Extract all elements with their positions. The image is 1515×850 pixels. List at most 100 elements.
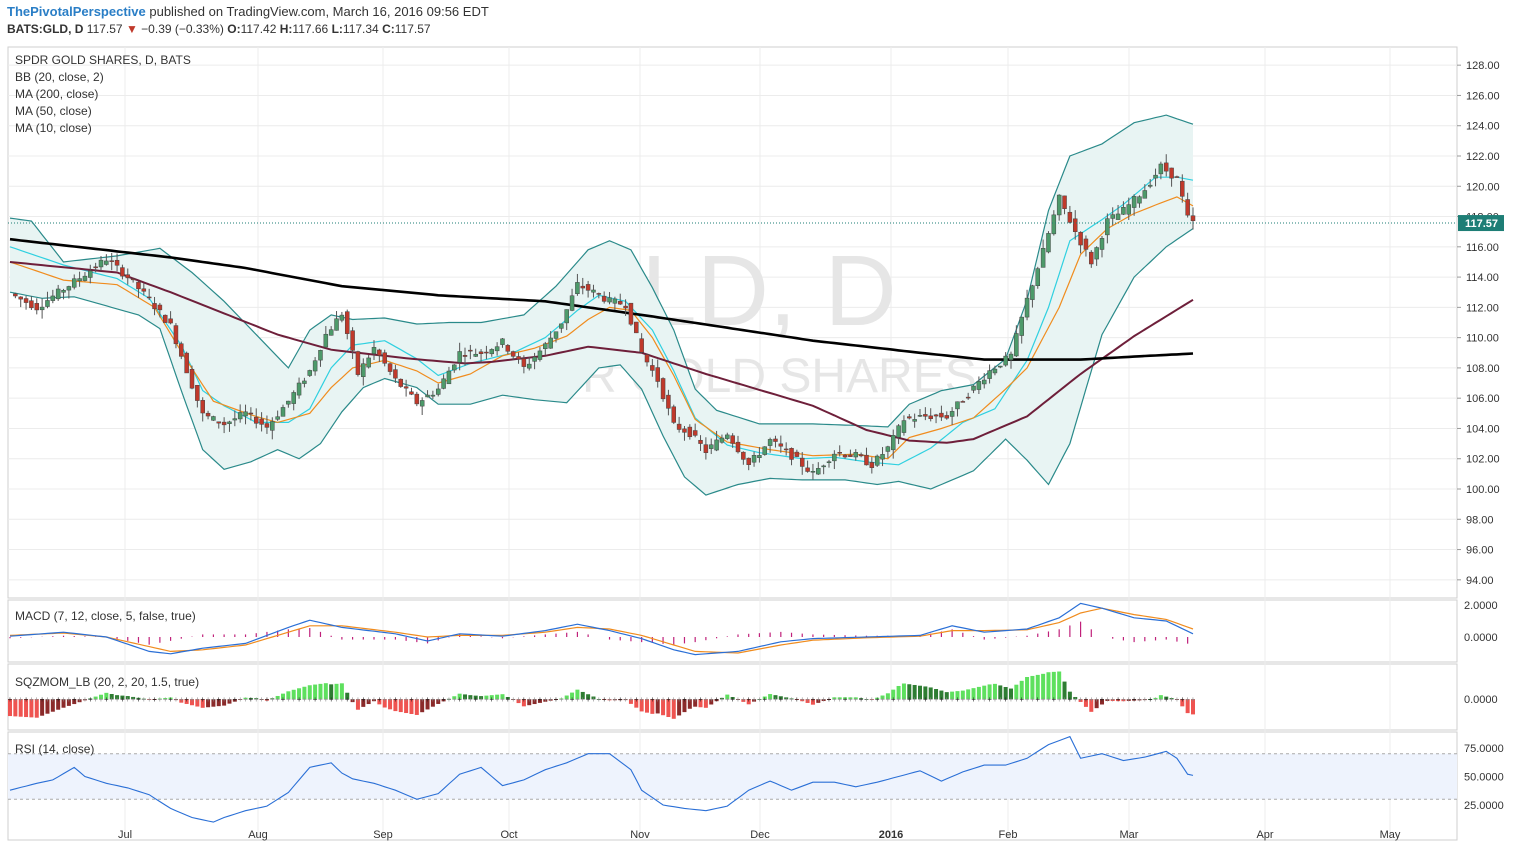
sqzmom-bar bbox=[752, 699, 757, 702]
author-link[interactable]: ThePivotalPerspective bbox=[7, 4, 146, 19]
sqz-dot: + bbox=[795, 695, 800, 704]
sqzmom-bar bbox=[1046, 672, 1051, 699]
candle-body bbox=[960, 401, 966, 403]
sqzmom-bar bbox=[1035, 674, 1040, 699]
sqz-dot: + bbox=[1169, 695, 1174, 704]
candle-body bbox=[1142, 190, 1148, 199]
candle-body bbox=[318, 350, 323, 361]
sqz-dot: + bbox=[559, 695, 564, 704]
sqzmom-bar bbox=[286, 691, 291, 699]
candle-body bbox=[312, 360, 318, 372]
candle-body bbox=[1121, 206, 1126, 215]
sqz-dot: + bbox=[99, 695, 104, 704]
indicator-pane-frame bbox=[7, 663, 1458, 731]
sqzmom-bar bbox=[896, 685, 901, 699]
price-axis[interactable]: 128.00126.00124.00122.00120.00118.00116.… bbox=[1457, 60, 1504, 812]
quote-line: BATS:GLD, D 117.57 ▼ −0.39 (−0.33%) O:11… bbox=[7, 22, 431, 36]
sqzmom-bar bbox=[77, 699, 82, 703]
candle-body bbox=[526, 363, 532, 369]
symbol-label[interactable]: BATS:GLD, D bbox=[7, 22, 84, 36]
sqz-dot: + bbox=[1062, 695, 1067, 704]
candle-body bbox=[746, 457, 751, 465]
sqz-dot: + bbox=[361, 695, 366, 704]
sqzmom-bar bbox=[1051, 671, 1056, 699]
candle-body bbox=[339, 314, 345, 321]
sqzmom-bar bbox=[184, 699, 189, 704]
candle-body bbox=[125, 274, 131, 279]
candle-body bbox=[259, 418, 264, 425]
sqzmom-bar bbox=[446, 698, 451, 700]
candle-body bbox=[130, 278, 136, 281]
candle-body bbox=[82, 275, 88, 281]
candle-body bbox=[1115, 213, 1121, 220]
sqz-dot: + bbox=[720, 695, 725, 704]
candle-body bbox=[1067, 211, 1073, 223]
candle-body bbox=[928, 415, 933, 419]
candle-body bbox=[1046, 233, 1051, 253]
sqz-dot: + bbox=[350, 695, 355, 704]
sqzmom-bar bbox=[179, 699, 184, 703]
sqzmom-bar bbox=[612, 699, 617, 701]
candle-body bbox=[227, 421, 232, 424]
candle-body bbox=[575, 282, 580, 294]
sqz-dot: + bbox=[762, 695, 767, 704]
sqz-dot: + bbox=[334, 695, 339, 704]
sqz-dot: + bbox=[902, 695, 907, 704]
sqzmom-bar bbox=[1126, 699, 1131, 701]
candle-body bbox=[821, 465, 826, 468]
sqz-dot: + bbox=[880, 695, 885, 704]
sqz-dot: + bbox=[50, 695, 55, 704]
sqzmom-label: SQZMOM_LB (20, 2, 20, 1.5, true) bbox=[15, 675, 199, 689]
candle-body bbox=[832, 453, 837, 462]
close-value: 117.57 bbox=[394, 22, 431, 36]
candle-body bbox=[907, 416, 912, 419]
sqz-dot: + bbox=[174, 695, 179, 704]
sqz-dot: + bbox=[522, 695, 527, 704]
sqzmom-bar bbox=[537, 699, 542, 703]
candle-body bbox=[425, 394, 430, 398]
sqzmom-bar bbox=[345, 692, 350, 699]
candle-body bbox=[120, 267, 125, 277]
x-tick-label: Dec bbox=[750, 829, 770, 841]
candles bbox=[13, 154, 1196, 480]
sqzmom-bar bbox=[232, 699, 237, 702]
candle-body bbox=[730, 435, 735, 444]
legend-ma50: MA (50, close) bbox=[15, 104, 92, 118]
sqz-dot: + bbox=[971, 695, 976, 704]
candle-body bbox=[789, 448, 794, 460]
sqzmom-bar bbox=[1142, 699, 1147, 701]
sqzmom-bar bbox=[404, 699, 409, 714]
y-tick-label: 114.00 bbox=[1466, 272, 1499, 284]
sqzmom-bar bbox=[628, 699, 633, 704]
sqz-dot: + bbox=[634, 695, 639, 704]
sqzmom-bar bbox=[388, 699, 393, 710]
candle-body bbox=[880, 454, 885, 460]
sqzmom-bar bbox=[441, 699, 446, 702]
sqzmom-bar bbox=[1153, 697, 1158, 699]
candle-body bbox=[848, 454, 853, 457]
sqz-dot: + bbox=[1100, 695, 1105, 704]
sqzmom-bar bbox=[173, 699, 178, 701]
sqzmom-bar bbox=[650, 699, 655, 714]
candle-body bbox=[414, 393, 420, 405]
candle-body bbox=[323, 333, 329, 348]
sqz-dot: + bbox=[511, 695, 516, 704]
candle-body bbox=[725, 434, 730, 439]
sqz-dot: + bbox=[495, 695, 500, 704]
sqzmom-bar bbox=[885, 693, 890, 699]
candle-body bbox=[714, 439, 719, 451]
sqz-dot: + bbox=[1105, 695, 1110, 704]
sqz-dot: + bbox=[982, 695, 987, 704]
candle-body bbox=[179, 343, 184, 357]
candle-body bbox=[71, 278, 77, 288]
candle-body bbox=[965, 396, 971, 399]
sqzmom-bar bbox=[907, 684, 912, 699]
candle-body bbox=[500, 338, 505, 345]
candle-body bbox=[1137, 196, 1142, 204]
sqz-dot: + bbox=[864, 695, 869, 704]
candle-body bbox=[698, 439, 703, 444]
x-tick-label: May bbox=[1380, 829, 1401, 841]
time-axis[interactable]: Jul Aug Sep Oct Nov Dec 2016 Feb Mar Apr May bbox=[118, 829, 1401, 841]
candle-body bbox=[1110, 214, 1115, 219]
